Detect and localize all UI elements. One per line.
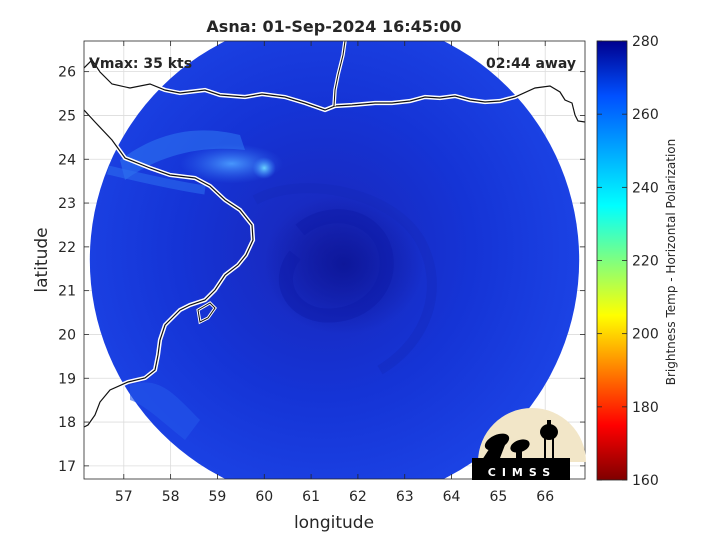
y-tick-label: 26	[58, 65, 76, 81]
y-tick-label: 23	[58, 196, 76, 212]
logo-sun	[478, 408, 586, 462]
chart-title: Asna: 01-Sep-2024 16:45:00	[206, 17, 461, 36]
y-tick-label: 21	[58, 284, 76, 300]
time-away-annotation: 02:44 away	[486, 56, 576, 72]
colorbar-tick-label: 280	[632, 34, 659, 50]
y-tick-label: 24	[58, 152, 76, 168]
x-tick-label: 63	[396, 489, 414, 505]
x-tick-label: 60	[255, 489, 273, 505]
storm-core	[264, 194, 424, 335]
coastline	[84, 41, 585, 429]
vmax-annotation: Vmax: 35 kts	[89, 56, 192, 72]
x-tick-label: 61	[302, 489, 320, 505]
x-tick-label: 58	[162, 489, 180, 505]
y-tick-label: 18	[58, 415, 76, 431]
swath-layer	[89, 41, 580, 479]
y-axis-label: latitude	[32, 227, 52, 292]
colorbar-label: Brightness Temp - Horizontal Polarizatio…	[664, 139, 678, 386]
x-axis-ticks: 57 58 59 60 61 62 63 64 65 66	[115, 41, 554, 505]
y-tick-label: 25	[58, 108, 76, 124]
colorbar-tick-label: 200	[632, 327, 659, 343]
colorbar-tick-label: 160	[632, 473, 659, 489]
x-tick-label: 65	[489, 489, 507, 505]
logo-base	[472, 458, 570, 480]
colorbar-tick-label: 260	[632, 107, 659, 123]
colorbar-tick-label: 240	[632, 180, 659, 196]
coastal-band-lower	[107, 165, 206, 195]
x-tick-label: 66	[536, 489, 554, 505]
land-south	[130, 382, 200, 440]
x-axis-label: longitude	[294, 513, 374, 533]
warm-pixel	[252, 157, 276, 179]
x-tick-label: 57	[115, 489, 133, 505]
coastline-arabia-inner	[84, 59, 585, 123]
spiral-band	[278, 209, 394, 323]
y-tick-label: 20	[58, 327, 76, 343]
colorbar-tick-label: 220	[632, 254, 659, 270]
y-tick-label: 19	[58, 371, 76, 387]
border-iran-pakistan	[333, 41, 346, 107]
logo-text: CIMSS	[488, 466, 556, 479]
logo-tower-leg	[544, 438, 546, 460]
island-masirah	[197, 302, 216, 323]
y-axis-ticks: 17 18 19 20 21 22 23 24 25 26	[58, 65, 585, 475]
colorbar: 160 180 200 220 240 260 280 Brightness Temp - …	[596, 34, 678, 489]
colorbar-ticks: 160 180 200 220 240 260 280	[597, 34, 659, 489]
coastal-band	[120, 130, 245, 180]
logo-water-tower	[540, 424, 558, 440]
x-tick-label: 64	[443, 489, 461, 505]
axes-frame	[83, 40, 586, 480]
x-tick-label: 59	[209, 489, 227, 505]
y-tick-label: 17	[58, 459, 76, 475]
y-tick-label: 22	[58, 240, 76, 256]
plot-area	[84, 41, 585, 479]
colorbar-tick-label: 180	[632, 400, 659, 416]
cimss-logo: CIMSS	[472, 408, 586, 480]
outer-band	[252, 183, 437, 375]
x-tick-label: 62	[349, 489, 367, 505]
coastline-oman	[84, 109, 254, 428]
